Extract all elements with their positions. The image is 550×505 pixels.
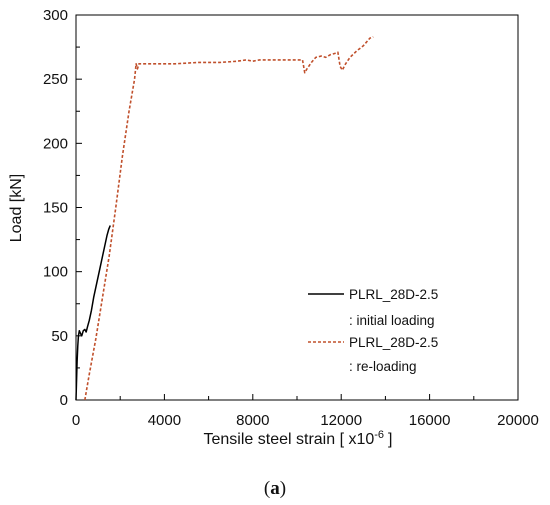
caption-open: ( — [264, 478, 270, 499]
legend-note-initial: : initial loading — [349, 313, 435, 328]
series-layer — [75, 36, 374, 401]
series-initial-loading-line — [75, 225, 111, 401]
plot-frame — [75, 14, 519, 401]
x-tick-label: 0 — [72, 412, 80, 429]
caption-letter: a — [270, 478, 280, 499]
x-axis-title: Tensile steel strain [ x10-6] — [204, 429, 393, 448]
legend: PLRL_28D-2.5 : initial loading PLRL_28D-… — [308, 287, 438, 374]
tick-labels: 0 4000 8000 12000 16000 20000 0 50 100 150 200 250 3… — [43, 7, 539, 429]
x-axis-title-main: Tensile steel strain [ x10 — [204, 431, 375, 448]
y-tick-label: 200 — [43, 135, 68, 152]
figure-caption: (a) — [264, 478, 286, 499]
legend-note-reloading: : re-loading — [349, 359, 417, 374]
legend-label-initial: PLRL_28D-2.5 — [349, 287, 438, 302]
x-tick-label: 8000 — [236, 412, 269, 429]
x-axis-title-exponent: -6 — [374, 429, 384, 441]
y-tick-label: 150 — [43, 200, 68, 217]
axis-ticks — [75, 14, 519, 401]
y-axis-title: Load [kN] — [8, 174, 25, 242]
y-tick-label: 50 — [51, 328, 68, 345]
caption-close: ) — [280, 478, 286, 499]
y-tick-label: 300 — [43, 7, 68, 24]
x-tick-label: 16000 — [409, 412, 451, 429]
y-tick-label: 0 — [60, 392, 68, 409]
series-reloading-line — [84, 36, 374, 401]
x-tick-label: 12000 — [320, 412, 362, 429]
x-tick-label: 4000 — [148, 412, 181, 429]
x-tick-label: 20000 — [497, 412, 539, 429]
legend-label-reloading: PLRL_28D-2.5 — [349, 335, 438, 350]
y-tick-label: 100 — [43, 264, 68, 281]
y-tick-label: 250 — [43, 71, 68, 88]
x-axis-title-suffix: ] — [388, 431, 392, 448]
